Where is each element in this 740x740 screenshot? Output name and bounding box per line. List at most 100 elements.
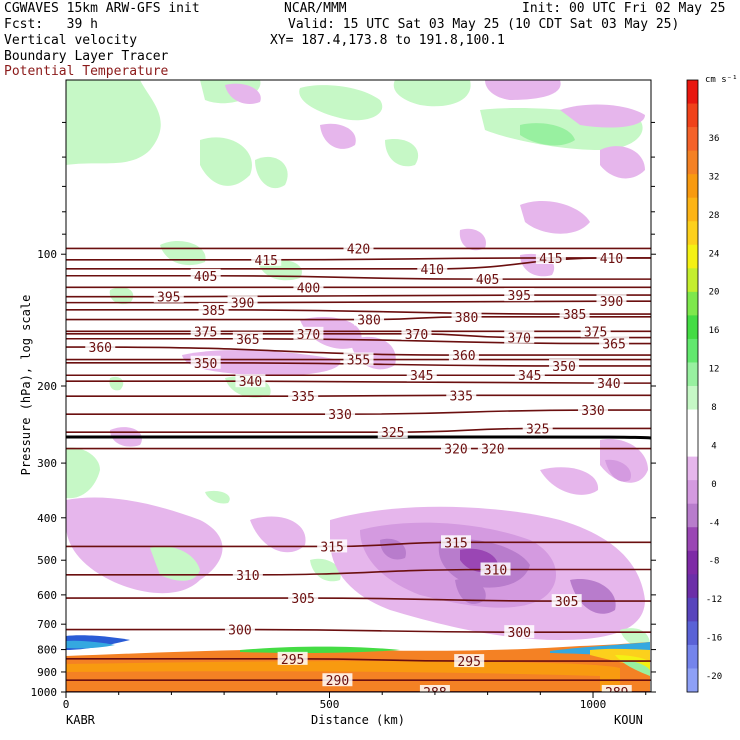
contour-label-335: 335 — [291, 390, 314, 405]
contour-label-288: 288 — [423, 686, 446, 701]
contour-label-405: 405 — [194, 270, 217, 285]
x-endpoint-left: KABR — [66, 713, 96, 727]
contour-label-background — [198, 302, 229, 316]
contour-label-background — [441, 441, 471, 455]
contour-label-295: 295 — [281, 653, 304, 668]
y-axis: 100 200 300 400 500 600 700 800 900 1000 — [31, 121, 656, 699]
y-tick-label: 600 — [37, 589, 57, 602]
colorbar-tick-label: 20 — [709, 288, 720, 298]
contour-label-330: 330 — [581, 404, 604, 419]
colorbar-swatch — [687, 644, 698, 669]
x-endpoint-right: KOUN — [614, 713, 643, 727]
contour-label-background — [317, 539, 348, 553]
y-tick-label: 700 — [37, 618, 57, 631]
contour-label-background — [232, 567, 263, 581]
colorbar-swatch — [687, 80, 698, 105]
contour-label-background — [472, 272, 503, 286]
contour-label-background — [190, 324, 221, 338]
colorbar-tick-label: 16 — [709, 326, 720, 336]
contour-label-410: 410 — [600, 252, 623, 267]
contour-label-background — [224, 622, 255, 636]
contour-label-390: 390 — [600, 295, 623, 310]
contour-label-background — [504, 330, 535, 344]
contour-label-340: 340 — [597, 377, 620, 392]
contour-label-background — [401, 326, 432, 340]
contour-label-395: 395 — [157, 291, 180, 306]
contour-label-300: 300 — [508, 626, 531, 641]
contour-label-background — [504, 288, 535, 302]
contour-label-320: 320 — [444, 443, 467, 458]
contour-label-background — [477, 441, 508, 455]
contour-label-background — [454, 654, 485, 668]
field-label-vertical-velocity: Vertical velocity — [4, 33, 138, 48]
contour-label-390: 390 — [231, 297, 254, 312]
y-tick-label: 800 — [37, 644, 57, 657]
contour-label-background — [580, 324, 611, 338]
contour-label-405: 405 — [476, 273, 499, 288]
colorbar-frame — [686, 79, 699, 693]
contour-label-310: 310 — [236, 569, 259, 584]
header-forecast-hour: Fcst: 39 h — [4, 17, 98, 32]
colorbar-swatch — [687, 268, 698, 293]
contour-label-345: 345 — [410, 369, 433, 384]
contour-label-310: 310 — [484, 563, 507, 578]
theta-contour-395 — [66, 294, 651, 298]
contour-label-315: 315 — [444, 536, 467, 551]
colorbar-swatch — [687, 433, 698, 458]
contour-label-background — [448, 348, 479, 362]
contour-label-background — [441, 535, 471, 549]
contour-label-background — [325, 407, 356, 421]
theta-contour-300 — [66, 628, 651, 633]
contour-label-background — [85, 340, 116, 354]
contour-label-305: 305 — [291, 592, 314, 607]
contour-label-395: 395 — [508, 289, 531, 304]
contour-label-background — [153, 289, 184, 303]
contour-label-315: 315 — [320, 540, 343, 555]
colorbar-swatch — [687, 315, 698, 340]
header-organization: NCAR/MMM — [284, 1, 347, 16]
colorbar-swatch — [687, 621, 698, 646]
colorbar-tick-label: 8 — [711, 403, 716, 413]
contour-label-350: 350 — [194, 357, 217, 372]
colorbar-swatch — [687, 221, 698, 246]
contour-label-300: 300 — [228, 624, 251, 639]
contour-label-385: 385 — [563, 308, 586, 323]
colorbar-swatch — [687, 550, 698, 575]
theta-contour-325 — [66, 427, 651, 433]
contour-label-background — [419, 685, 450, 692]
contour-label-background — [232, 331, 263, 345]
contour-label-400: 400 — [297, 281, 320, 296]
colorbar-tick-label: 36 — [709, 134, 720, 144]
colorbar-swatch — [687, 127, 698, 152]
field-label-boundary-layer-tracer: Boundary Layer Tracer — [4, 49, 169, 64]
contour-label-background — [417, 261, 448, 275]
tropopause-line — [66, 435, 651, 440]
contour-label-background — [343, 241, 374, 255]
contour-label-background — [593, 376, 624, 390]
colorbar-tick-label: 4 — [711, 441, 716, 451]
contour-label-background — [190, 355, 221, 369]
contour-label-background — [293, 280, 324, 294]
theta-contour-310 — [66, 568, 651, 576]
theta-contour-385 — [66, 309, 651, 315]
x-tick-label: 500 — [320, 698, 340, 711]
theta-contour-380 — [66, 316, 651, 321]
field-label-potential-temperature: Potential Temperature — [4, 64, 169, 79]
contour-label-385: 385 — [202, 304, 225, 319]
colorbar-swatch — [687, 291, 698, 316]
colorbar-tick-label: -12 — [706, 595, 722, 605]
x-tick-label: 1000 — [580, 698, 607, 711]
contour-label-background — [601, 685, 632, 692]
contour-label-355: 355 — [347, 354, 370, 369]
colorbar-tick-label: -20 — [706, 672, 722, 682]
colorbar-tick-label: -8 — [709, 557, 720, 567]
contour-label-370: 370 — [405, 328, 428, 343]
contour-label-370: 370 — [508, 332, 531, 347]
contour-label-350: 350 — [552, 360, 575, 375]
colorbar-swatch — [687, 409, 698, 434]
y-tick-label: 200 — [37, 380, 57, 393]
y-tick-label: 400 — [37, 512, 57, 525]
x-axis-label: Distance (km) — [311, 713, 405, 727]
contour-label-340: 340 — [239, 375, 262, 390]
contour-label-background — [446, 388, 477, 402]
